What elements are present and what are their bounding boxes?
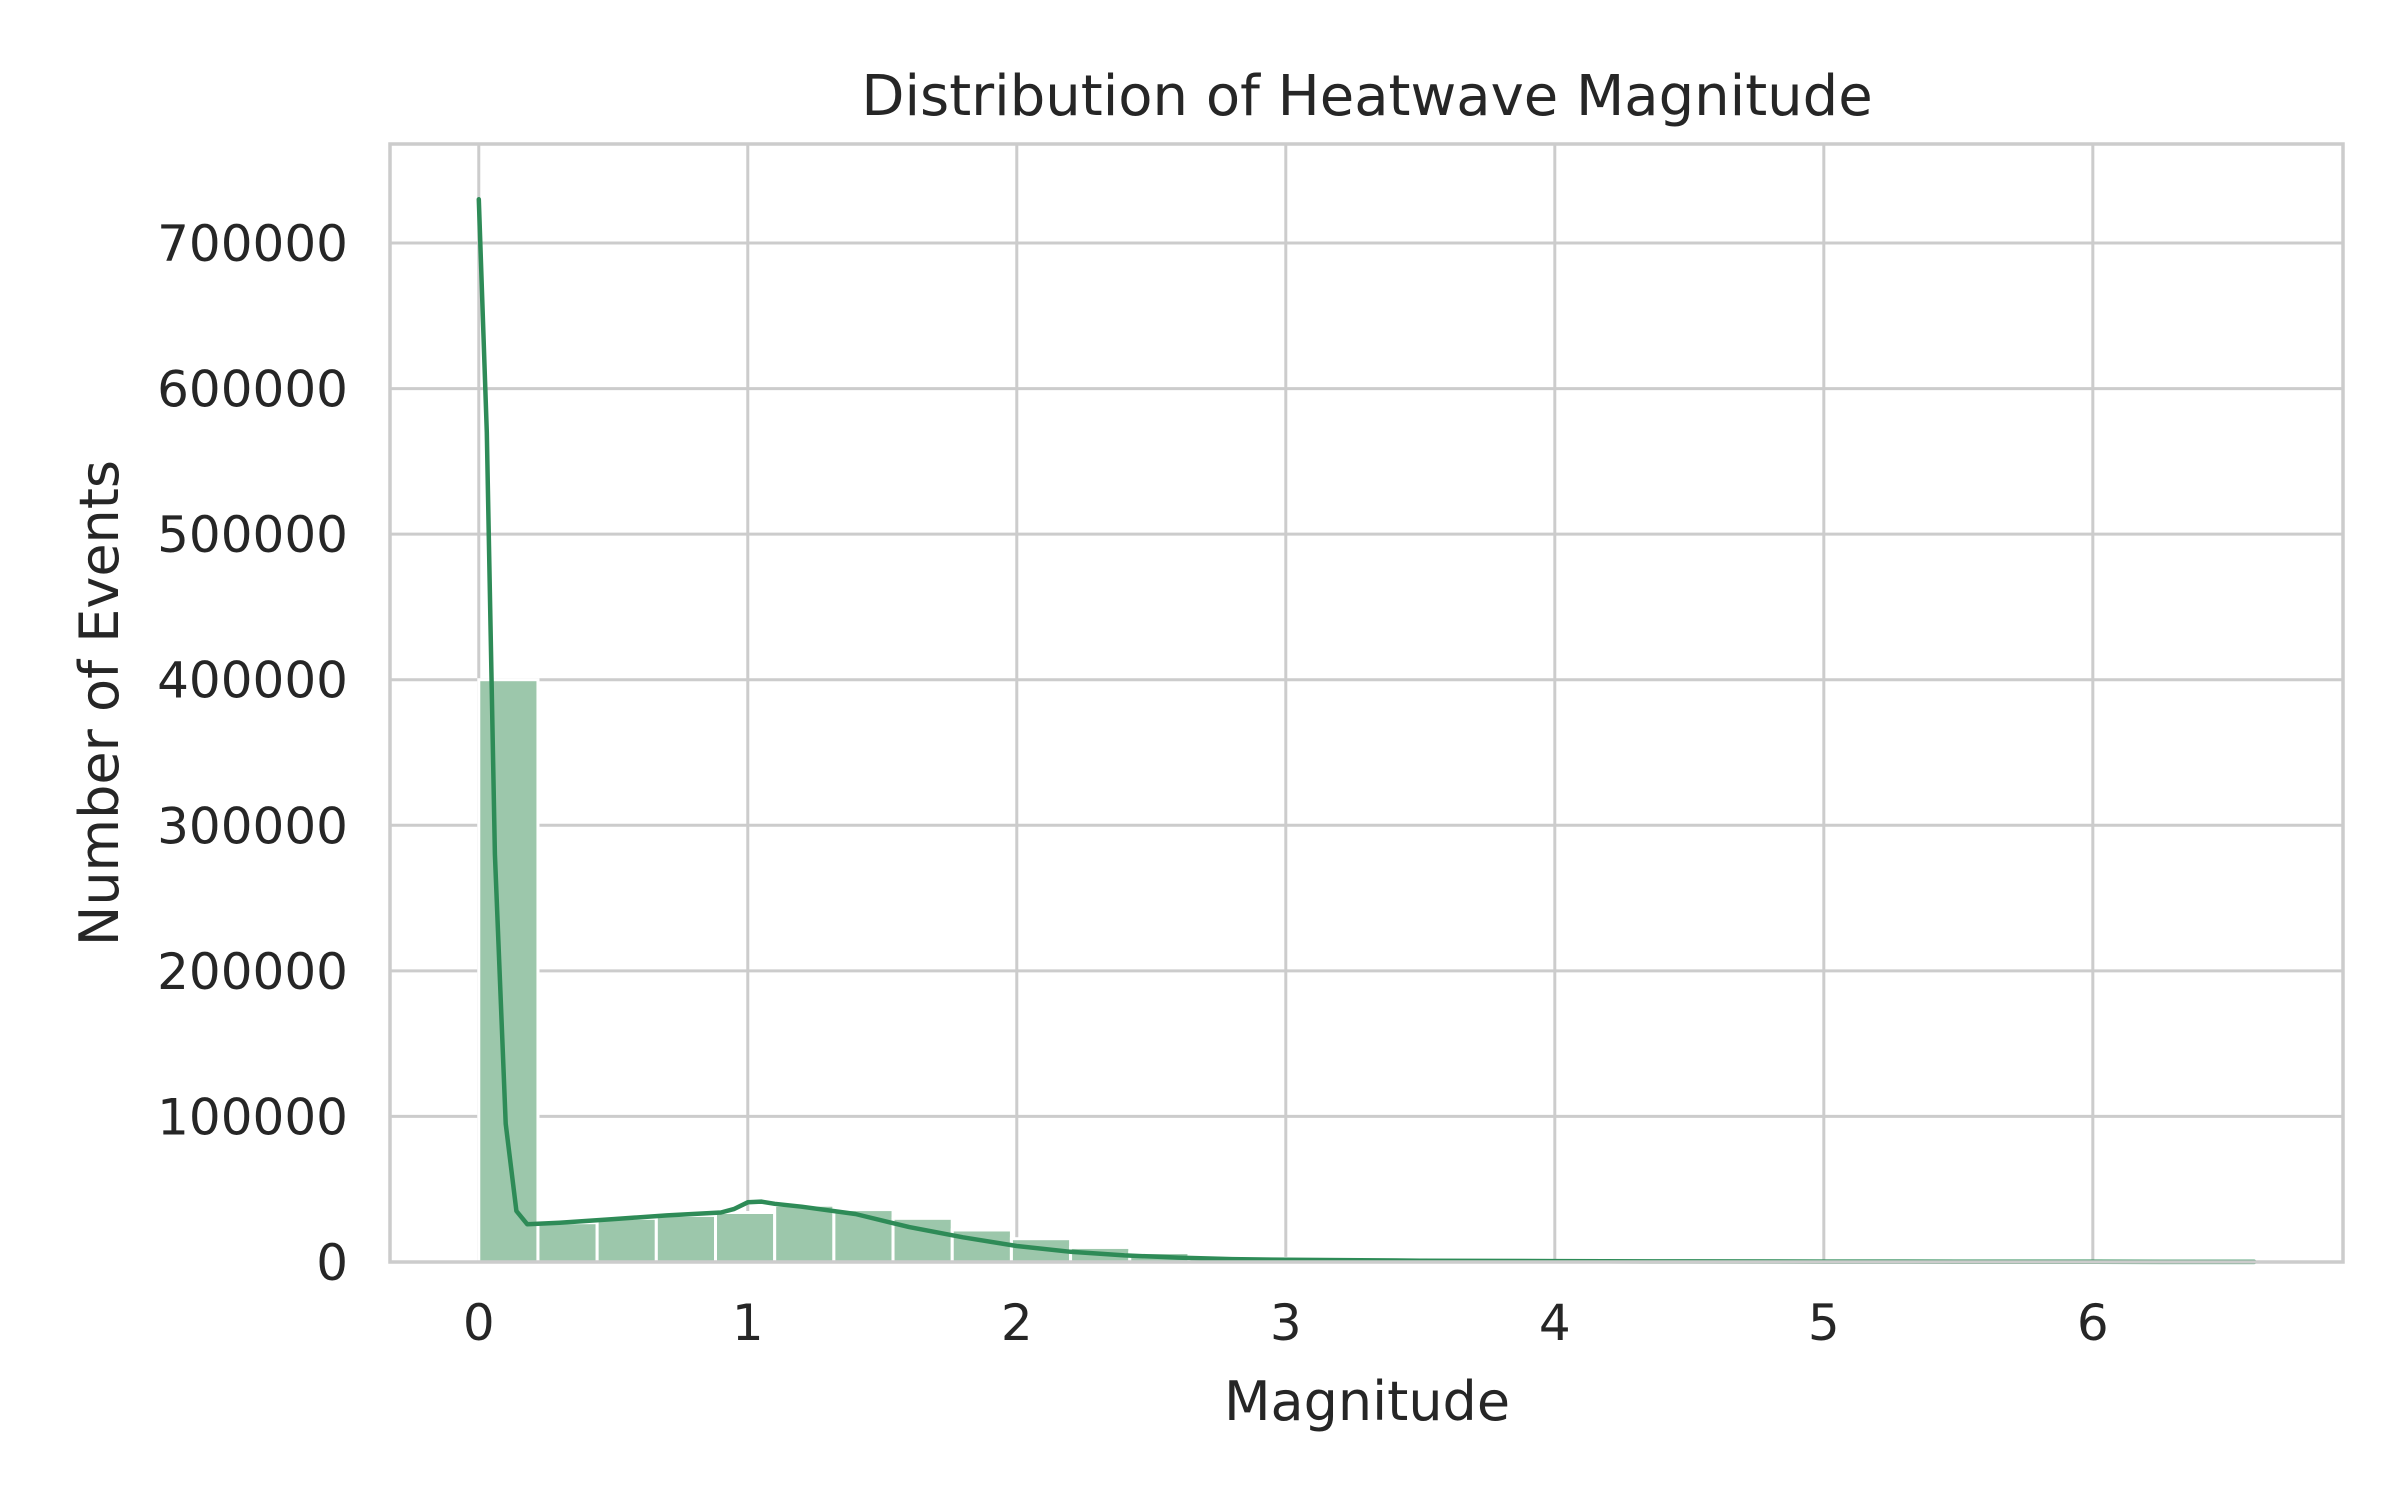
y-tick-label: 0	[316, 1234, 348, 1292]
x-axis-label: Magnitude	[1224, 1370, 1510, 1433]
y-gridlines	[390, 241, 2343, 1264]
y-tick-label: 500000	[157, 506, 348, 564]
x-tick-label: 0	[463, 1294, 495, 1352]
y-tick-label: 400000	[157, 652, 348, 710]
histogram-bar	[477, 678, 540, 1264]
y-axis-label: Number of Events	[68, 460, 131, 946]
x-tick-label: 6	[2077, 1294, 2109, 1352]
histogram-bar	[595, 1216, 658, 1264]
x-tick-label: 2	[1001, 1294, 1033, 1352]
x-tick-labels: 0 1 2 3 4 5 6	[463, 1294, 2109, 1352]
x-tick-label: 5	[1808, 1294, 1840, 1352]
x-tick-label: 3	[1270, 1294, 1302, 1352]
x-gridlines	[477, 144, 2095, 1262]
chart-title: Distribution of Heatwave Magnitude	[861, 64, 1872, 129]
y-tick-labels: 0 100000 200000 300000 400000 500000 600000 700…	[157, 215, 348, 1292]
histogram-bar	[654, 1213, 717, 1264]
plot-frame	[388, 142, 2345, 1264]
histogram-bar	[536, 1221, 599, 1264]
histogram-bar	[714, 1211, 777, 1264]
y-tick-label: 300000	[157, 797, 348, 855]
y-tick-label: 700000	[157, 215, 348, 273]
y-tick-label: 600000	[157, 361, 348, 419]
kde-density-line	[476, 197, 2257, 1265]
x-tick-label: 4	[1539, 1294, 1571, 1352]
y-tick-label: 200000	[157, 943, 348, 1001]
x-tick-label: 1	[732, 1294, 764, 1352]
histogram-bar	[773, 1203, 836, 1264]
y-tick-label: 100000	[157, 1088, 348, 1146]
